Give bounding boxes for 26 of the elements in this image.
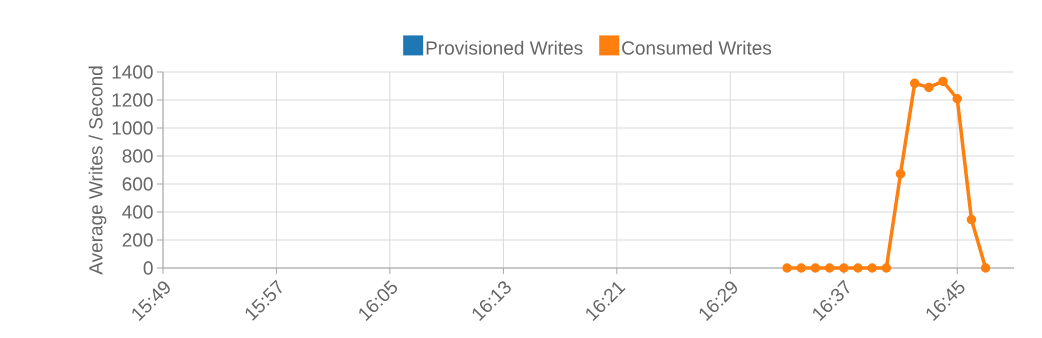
point: [938, 76, 948, 87]
point: [782, 263, 792, 273]
point: [810, 263, 821, 273]
y-tick-label: 1400: [112, 65, 153, 79]
point: [796, 263, 806, 273]
point: [909, 78, 920, 89]
legend-label: Consumed Writes: [622, 40, 772, 55]
point: [952, 93, 962, 104]
point: [966, 214, 977, 225]
point: [839, 263, 849, 273]
y-tick-label: 400: [122, 205, 153, 219]
point: [924, 82, 934, 93]
point: [853, 263, 863, 273]
y-tick-label: 1000: [112, 121, 153, 135]
y-tick-label: 1200: [112, 93, 153, 107]
y-tick-label: 600: [122, 177, 153, 191]
y-tick-label: 0: [143, 261, 153, 275]
y-axis-title: Average Writes / Second: [88, 66, 107, 275]
point: [867, 263, 877, 273]
y-tick-label: 200: [122, 233, 153, 247]
y-tick-label: 800: [122, 149, 153, 163]
point: [980, 263, 991, 273]
legend-label: Provisioned Writes: [426, 40, 583, 55]
point: [881, 263, 892, 273]
point: [895, 169, 906, 179]
point: [824, 263, 835, 273]
